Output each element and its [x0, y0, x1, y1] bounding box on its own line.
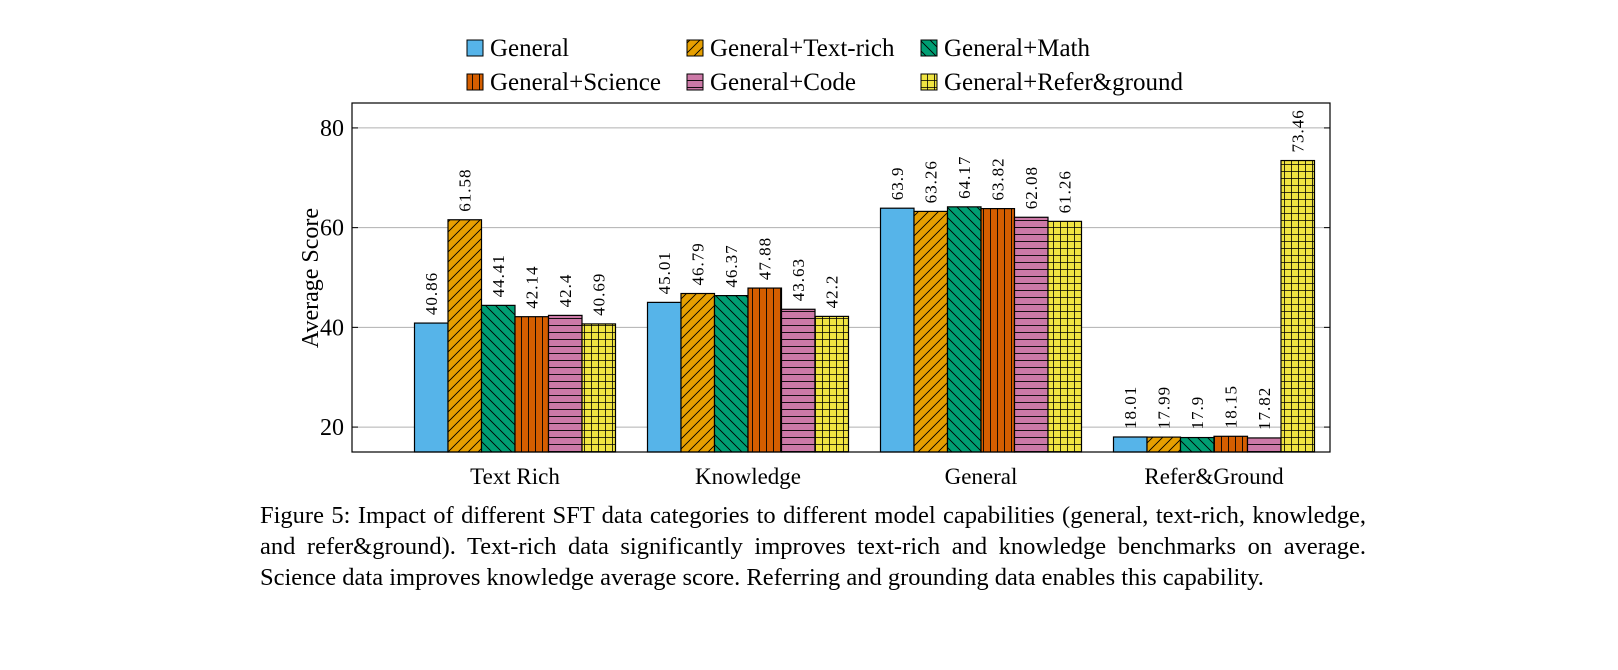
legend-swatch-outline [920, 39, 938, 57]
legend-swatch-hatch [467, 74, 483, 90]
data-label: 45.01 [655, 251, 674, 294]
legend: General General+Text-rich General+Math Gene… [466, 35, 1184, 96]
legend-swatch-General [467, 40, 483, 56]
bar-chart: 40.86 61.58 44.41 42.14 42.4 40.69 45.01 46.79 4… [298, 35, 1331, 489]
y-tick-label: 60 [320, 216, 344, 242]
data-label: 64.17 [955, 156, 974, 199]
bar-hatch [748, 288, 782, 452]
bar-hatch [681, 293, 715, 452]
data-label: 17.9 [1188, 396, 1207, 430]
data-label: 18.01 [1121, 386, 1140, 429]
y-tick-label: 40 [320, 315, 344, 341]
bar-hatch [1281, 160, 1315, 452]
data-label: 42.14 [523, 265, 542, 308]
axes: 20 40 60 80 Text Rich Knowledge General Refer&G… [298, 102, 1331, 489]
plot-frame [351, 102, 1331, 453]
x-tick-label: Text Rich [470, 464, 560, 489]
bar-hatch [481, 305, 515, 452]
legend-swatch-hatch [687, 40, 703, 56]
y-tick-label: 20 [320, 415, 344, 441]
legend-swatch-hatch [921, 40, 937, 56]
y-axis-label: Average Score [298, 208, 324, 348]
data-label: 61.26 [1056, 170, 1075, 213]
x-tick-label: General [945, 464, 1018, 489]
data-label: 63.26 [922, 160, 941, 203]
data-label: 62.08 [1022, 166, 1041, 209]
data-label: 61.58 [456, 169, 475, 212]
data-label: 42.2 [823, 275, 842, 309]
bar-hatch [947, 206, 981, 452]
x-tick-label: Refer&Ground [1144, 464, 1284, 489]
legend-swatch-outline [686, 73, 704, 91]
data-label: 40.86 [422, 272, 441, 315]
data-label: 44.41 [489, 254, 508, 297]
data-label: 63.9 [888, 166, 907, 200]
legend-label: General+Code [710, 69, 856, 96]
legend-swatch-outline [920, 73, 938, 91]
data-label: 17.82 [1255, 387, 1274, 430]
data-label: 46.37 [722, 244, 741, 287]
bar-hatch [781, 309, 815, 452]
x-tick-label: Knowledge [695, 464, 801, 489]
bar-hatch [548, 315, 582, 452]
figure-caption: Figure 5: Impact of different SFT data c… [260, 502, 1366, 591]
bar-General-Text Rich [414, 323, 448, 452]
bar-hatch [981, 208, 1015, 452]
legend-label: General+Refer&ground [944, 69, 1184, 96]
legend-swatch-outline [466, 73, 484, 91]
legend-label: General+Text-rich [710, 35, 895, 62]
data-label: 47.88 [756, 237, 775, 280]
legend-label: General [490, 35, 569, 62]
bar-hatch [914, 211, 948, 452]
bar-hatch [714, 295, 748, 452]
data-label: 42.4 [556, 274, 575, 308]
legend-swatch-outline [466, 39, 484, 57]
data-label: 63.82 [989, 157, 1008, 200]
bar-hatch [1214, 436, 1248, 452]
bar-hatch [1180, 437, 1214, 452]
data-labels: 40.86 61.58 44.41 42.14 42.4 40.69 45.01 46.79 4… [422, 109, 1308, 430]
bar-hatch [1048, 221, 1082, 452]
bar-hatch [448, 219, 482, 452]
data-label: 40.69 [590, 273, 609, 316]
bar-hatch [515, 316, 549, 452]
legend-label: General+Science [490, 69, 661, 96]
bar-hatch [1247, 437, 1281, 452]
bar-hatch [1147, 437, 1181, 452]
legend-swatch-hatch [921, 74, 937, 90]
y-tick-label: 80 [320, 116, 344, 142]
data-label: 43.63 [789, 258, 808, 301]
legend-swatch-hatch [687, 74, 703, 90]
legend-label: General+Math [944, 35, 1090, 62]
data-label: 73.46 [1289, 109, 1308, 152]
bars [413, 159, 1316, 453]
bar-General-Refer&Ground [1113, 436, 1147, 452]
bar-hatch [582, 323, 616, 452]
bar-hatch [815, 316, 849, 452]
data-label: 18.15 [1222, 385, 1241, 428]
legend-swatch-outline [686, 39, 704, 57]
bar-General-Knowledge [647, 302, 681, 452]
bar-General-General [880, 208, 914, 452]
bar-hatch [1014, 217, 1048, 452]
data-label: 17.99 [1155, 386, 1174, 429]
data-label: 46.79 [689, 242, 708, 285]
